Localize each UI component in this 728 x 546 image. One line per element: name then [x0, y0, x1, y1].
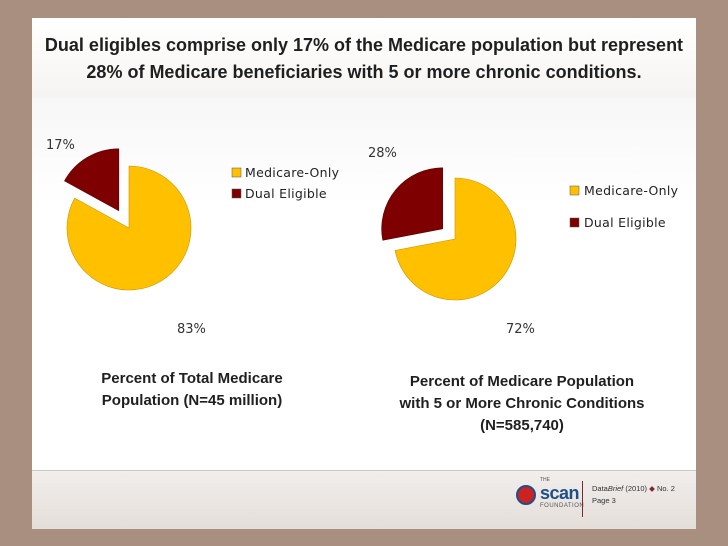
- footer-meta: DataBrief (2010) ◆ No. 2 Page 3: [592, 483, 675, 507]
- bullet-icon: ◆: [649, 484, 655, 493]
- legend-label-dual-2: Dual Eligible: [584, 215, 666, 230]
- legend-swatch-dual-2: [569, 217, 580, 228]
- pie-chart-2: 28% 72% Medicare-Only Dual Eligible: [368, 146, 679, 337]
- data-label-medicare-2: 72%: [506, 322, 535, 337]
- logo-name: scan: [540, 483, 580, 503]
- slide-title: Dual eligibles comprise only 17% of the …: [32, 32, 696, 86]
- chart-area: 17% 83% Medicare-Only Dual Eligible 28% …: [32, 98, 696, 458]
- brief-prefix: Data: [592, 484, 608, 493]
- logo-mark-icon: [516, 485, 536, 505]
- data-label-dual-1: 17%: [46, 138, 75, 153]
- caption-1-line-1: Percent of Total Medicare: [101, 370, 283, 387]
- charts-svg: 17% 83% Medicare-Only Dual Eligible 28% …: [46, 138, 679, 337]
- data-label-dual-2: 28%: [368, 146, 397, 161]
- pie-slice-dual-eligible-1: [64, 148, 120, 212]
- caption-chart-1: Percent of Total Medicare Population (N=…: [82, 368, 302, 412]
- pie-slice-medicare-only-2: [394, 177, 517, 301]
- footer-divider: [582, 481, 583, 517]
- legend-1: Medicare-Only Dual Eligible: [231, 165, 340, 201]
- legend-swatch-medicare-1: [231, 167, 242, 178]
- caption-2-line-3: (N=585,740): [480, 417, 564, 434]
- legend-swatch-medicare-2: [569, 185, 580, 196]
- brief-italic: Brief: [607, 484, 624, 493]
- page-number: Page 3: [592, 496, 616, 505]
- caption-1-line-2: Population (N=45 million): [101, 392, 283, 409]
- logo-sub: FOUNDATION: [540, 503, 585, 509]
- pie-slice-dual-eligible-2: [381, 167, 443, 241]
- scan-foundation-logo: THE scan FOUNDATION: [516, 477, 612, 513]
- pie-chart-1: 17% 83% Medicare-Only Dual Eligible: [46, 138, 340, 337]
- logo-the: THE: [540, 477, 550, 483]
- legend-swatch-dual-1: [231, 188, 242, 199]
- title-line-2: 28% of Medicare beneficiaries with 5 or …: [86, 62, 642, 82]
- data-label-medicare-1: 83%: [177, 322, 206, 337]
- legend-label-medicare-2: Medicare-Only: [584, 183, 679, 198]
- legend-2: Medicare-Only Dual Eligible: [569, 183, 679, 230]
- pie-slice-medicare-only-1: [66, 165, 192, 291]
- legend-label-medicare-1: Medicare-Only: [245, 165, 340, 180]
- issue-number: No. 2: [657, 484, 675, 493]
- footer: THE scan FOUNDATION DataBrief (2010) ◆ N…: [32, 470, 696, 529]
- slide: Dual eligibles comprise only 17% of the …: [32, 18, 696, 529]
- brief-year: (2010): [625, 484, 648, 493]
- title-line-1: Dual eligibles comprise only 17% of the …: [44, 35, 684, 55]
- caption-chart-2: Percent of Medicare Population with 5 or…: [382, 371, 662, 437]
- caption-2-line-2: with 5 or More Chronic Conditions: [399, 395, 645, 412]
- legend-label-dual-1: Dual Eligible: [245, 186, 327, 201]
- title-band: Dual eligibles comprise only 17% of the …: [32, 18, 696, 99]
- caption-2-line-1: Percent of Medicare Population: [409, 373, 635, 390]
